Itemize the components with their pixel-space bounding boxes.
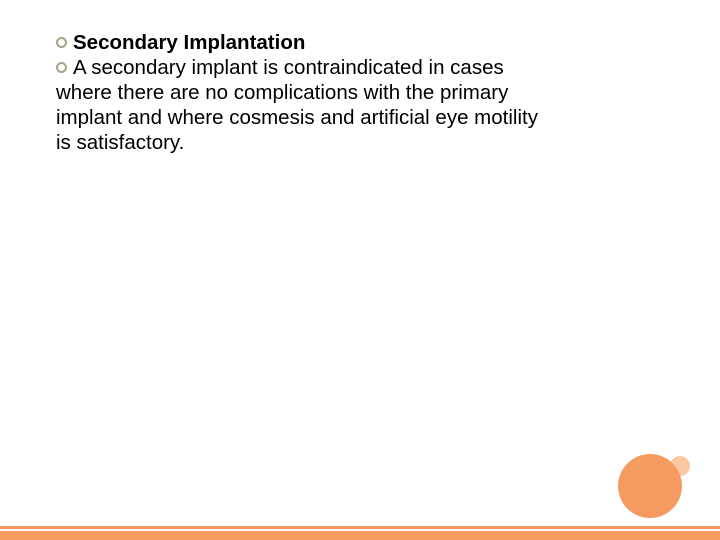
bullet-ring-icon (56, 37, 67, 48)
bullet-body-text: A secondary implant is contraindicated i… (56, 56, 538, 154)
bottom-border (0, 526, 720, 540)
bullet-item: A secondary implant is contraindicated i… (56, 55, 556, 155)
bullet-heading-text: Secondary Implantation (73, 31, 305, 54)
bullet-ring-icon (56, 62, 67, 73)
bottom-border-thin (0, 526, 720, 529)
slide: Secondary Implantation A secondary impla… (0, 0, 720, 540)
bottom-border-thick (0, 531, 720, 540)
bullet-item: Secondary Implantation (56, 30, 556, 55)
decor-circle-big (618, 454, 682, 518)
slide-content: Secondary Implantation A secondary impla… (56, 30, 556, 155)
